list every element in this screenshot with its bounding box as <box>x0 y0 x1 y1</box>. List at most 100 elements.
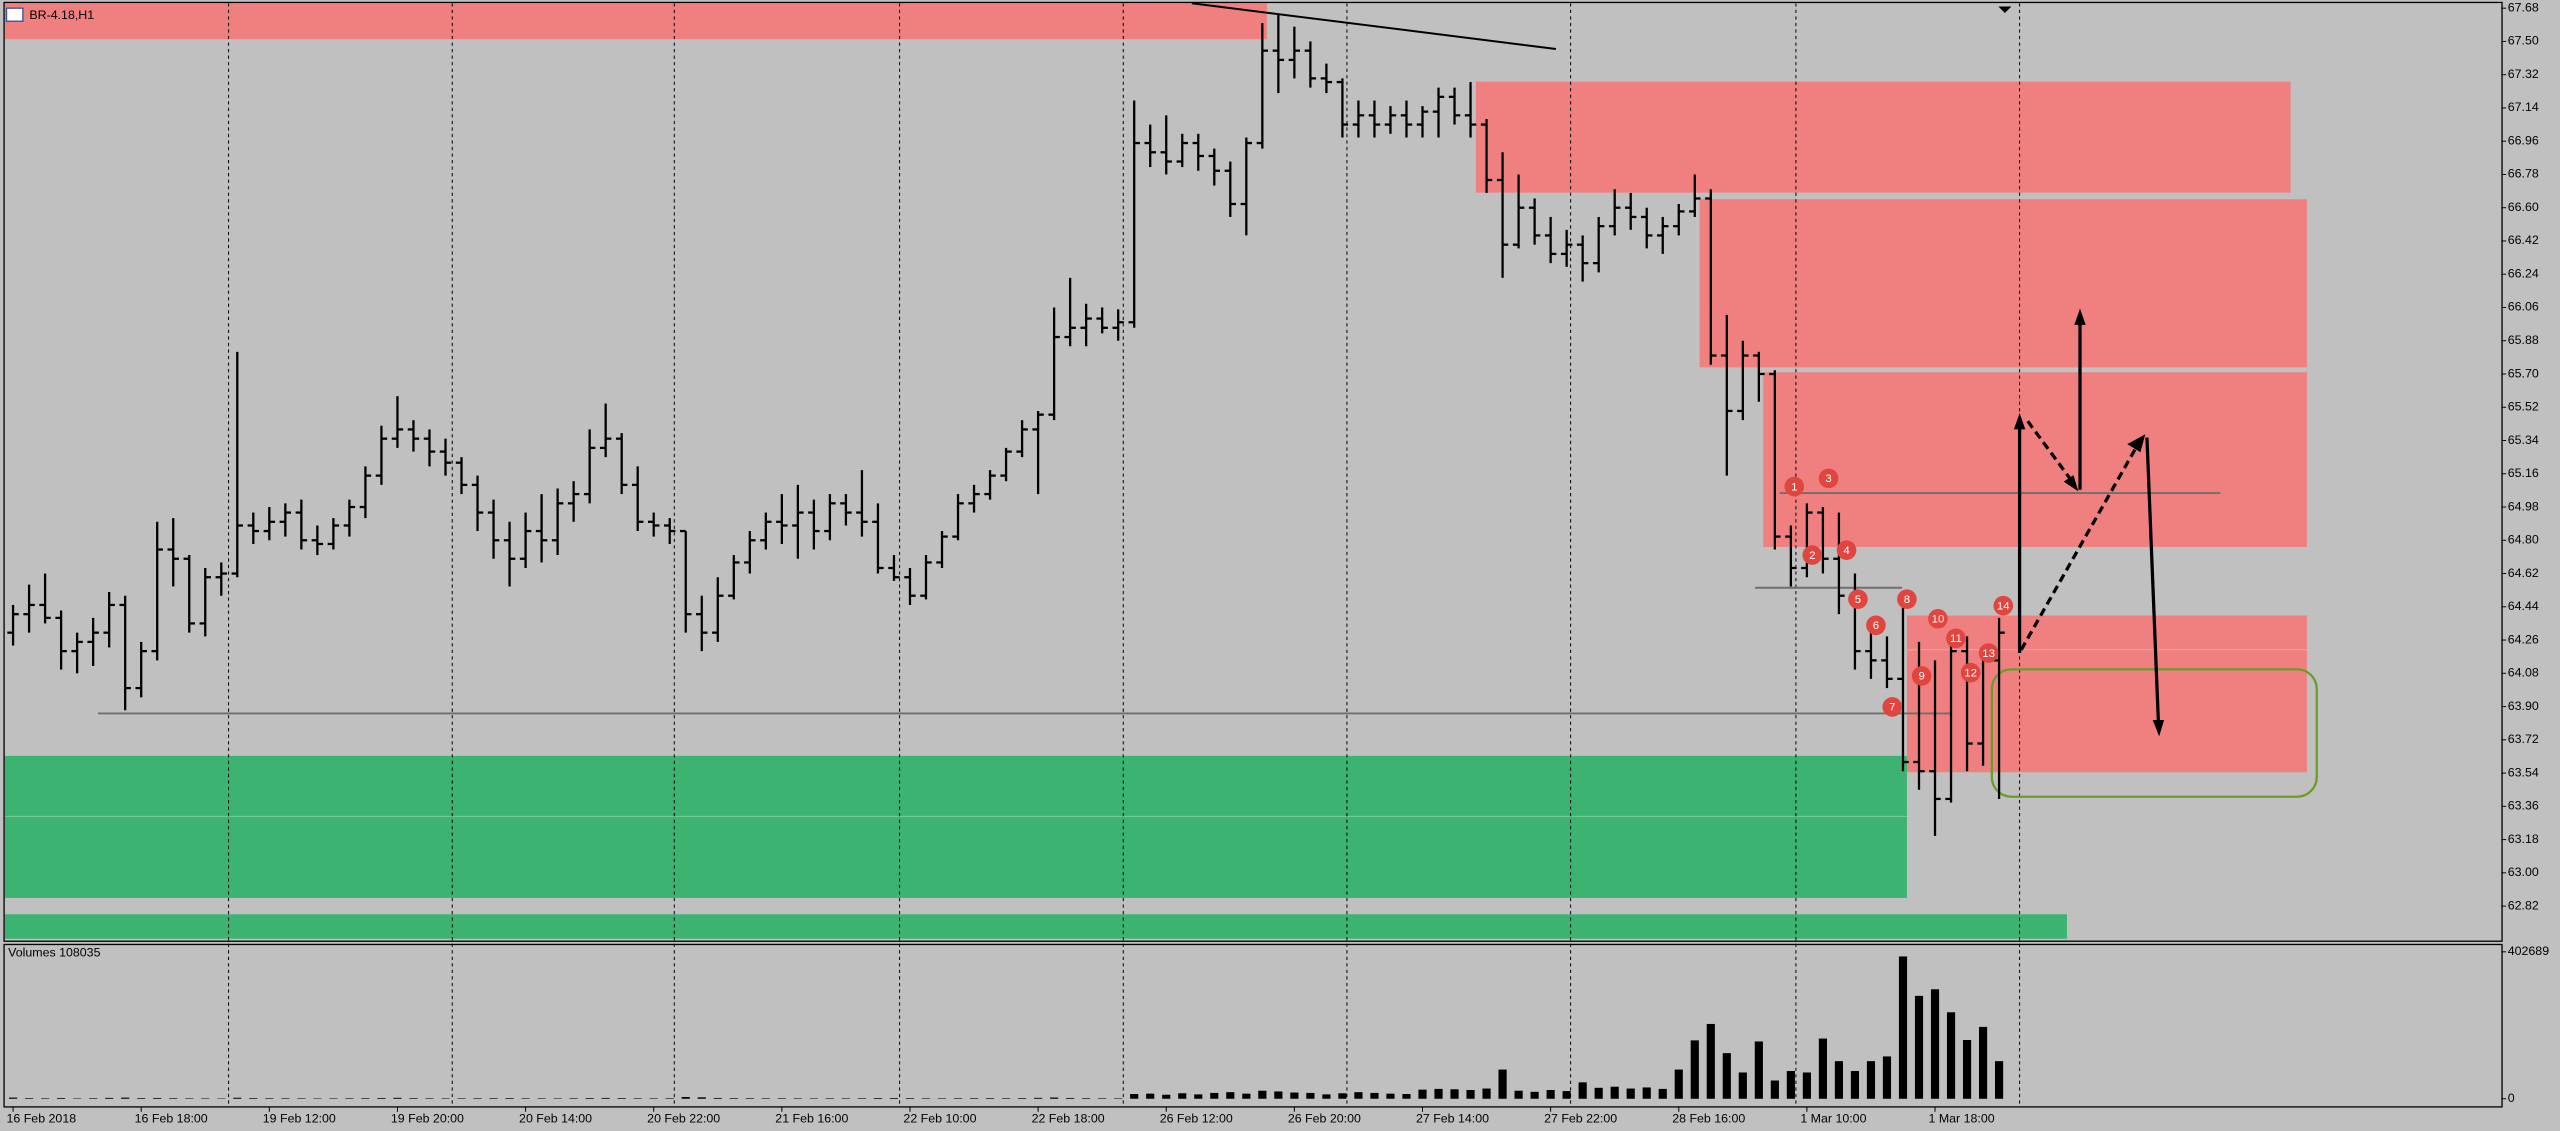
symbol: BR-4.18,H1 <box>29 8 94 22</box>
supply-zone <box>4 3 1267 40</box>
x-tick-label: 22 Feb 10:00 <box>903 1111 976 1125</box>
volume-bar <box>1482 1088 1491 1099</box>
x-tick-label: 20 Feb 22:00 <box>647 1111 720 1125</box>
marker-label: 11 <box>1950 633 1962 645</box>
demand-zone <box>4 914 2067 939</box>
x-tick-label: 21 Feb 16:00 <box>775 1111 848 1125</box>
volume-bar <box>857 1098 867 1099</box>
marker <box>1946 628 1966 649</box>
y-tick-label: 67.14 <box>2508 100 2539 114</box>
marker <box>1928 608 1948 629</box>
volume-bar <box>1802 1072 1811 1099</box>
volume-bar <box>24 1098 34 1099</box>
volume-bar <box>1210 1092 1219 1099</box>
marker-label: 5 <box>1855 594 1861 606</box>
volume-bar <box>1738 1072 1747 1099</box>
volume-bar <box>409 1098 418 1099</box>
volume-bar <box>137 1098 146 1099</box>
supply-zone <box>1699 199 2307 368</box>
volume-bar <box>1354 1092 1363 1099</box>
volume-bar <box>761 1098 770 1099</box>
volume-tick-label: 0 <box>2508 1091 2515 1105</box>
volume-bar <box>1018 1098 1027 1099</box>
marker-label: 10 <box>1932 614 1945 626</box>
volume-bar <box>1995 1061 2004 1099</box>
volume-bar <box>57 1097 66 1099</box>
volume-bar <box>425 1098 434 1099</box>
volume-bar <box>585 1098 594 1099</box>
x-tick-label: 22 Feb 18:00 <box>1032 1111 1105 1125</box>
volume-bar <box>297 1098 306 1099</box>
volume-bar <box>1322 1094 1331 1099</box>
x-tick-label: 16 Feb 18:00 <box>135 1111 208 1125</box>
volume-bar <box>1001 1098 1011 1099</box>
volume-bar <box>1066 1097 1075 1099</box>
volume-bar <box>1130 1094 1139 1099</box>
volume-bar <box>1450 1089 1459 1099</box>
volume-bar <box>105 1097 114 1099</box>
volume-bar <box>1690 1040 1699 1099</box>
volume-bar <box>633 1098 642 1099</box>
y-tick-label: 66.60 <box>2508 200 2539 214</box>
y-tick-label: 67.32 <box>2508 67 2539 81</box>
volume-bar <box>1146 1093 1155 1099</box>
volume-bar <box>281 1098 290 1099</box>
y-tick-label: 66.06 <box>2508 300 2539 314</box>
y-tick-label: 66.24 <box>2508 267 2539 281</box>
volume-bar <box>1242 1093 1251 1099</box>
volume-bar <box>601 1097 610 1099</box>
marker <box>1784 476 1805 497</box>
volume-bar <box>1882 1056 1892 1099</box>
volume-bar <box>1978 1026 1988 1099</box>
volume-bar <box>617 1098 626 1099</box>
marker-label: 4 <box>1843 545 1850 557</box>
volume-bar <box>1930 989 1940 1099</box>
volume-bar <box>793 1098 802 1099</box>
y-tick-label: 63.36 <box>2508 799 2539 813</box>
y-tick-label: 64.44 <box>2508 599 2539 613</box>
marker-label: 14 <box>1997 601 2010 613</box>
volume-bar <box>649 1098 658 1099</box>
marker-label: 12 <box>1964 667 1977 679</box>
volume-tick-label: 402689 <box>2508 944 2549 958</box>
y-tick-label: 64.98 <box>2508 499 2539 513</box>
volume-bar <box>1226 1092 1235 1099</box>
volume-bar <box>985 1098 995 1099</box>
marker <box>1960 662 1981 683</box>
volume-bar <box>1434 1088 1443 1099</box>
volume-bar <box>1946 1012 1956 1099</box>
volume-bar <box>1834 1061 1844 1099</box>
volume-bar <box>1642 1087 1651 1099</box>
y-tick-label: 64.26 <box>2508 632 2539 646</box>
y-tick-label: 62.82 <box>2508 898 2539 912</box>
volume-bar <box>1418 1089 1427 1099</box>
volume-bar <box>1626 1088 1635 1099</box>
volume-bar <box>1498 1069 1507 1099</box>
volume-bar <box>1818 1038 1827 1099</box>
volume-bar <box>729 1098 738 1099</box>
symbol-icon <box>5 7 24 22</box>
marker-label: 8 <box>1904 594 1910 606</box>
x-tick-label: 1 Mar 10:00 <box>1800 1111 1866 1125</box>
volume-bar <box>361 1098 370 1099</box>
volume-bar <box>1562 1091 1571 1099</box>
y-tick-label: 65.34 <box>2508 433 2539 447</box>
volume-bar <box>665 1098 674 1099</box>
volume-bar <box>937 1098 947 1099</box>
marker <box>1848 589 1868 609</box>
volume-bar <box>89 1098 98 1099</box>
volume-bar <box>713 1097 722 1099</box>
volume-bar <box>841 1098 850 1099</box>
volume-bar <box>1514 1090 1523 1099</box>
marker <box>1911 666 1932 686</box>
volume-bar <box>889 1097 899 1099</box>
volume-bar <box>969 1098 979 1099</box>
volume-bar <box>505 1098 514 1099</box>
volume-bar <box>1962 1040 1972 1099</box>
volume-bar <box>1402 1094 1411 1099</box>
volume-bar <box>1674 1069 1683 1099</box>
marker <box>1818 468 1839 489</box>
x-tick-label: 19 Feb 20:00 <box>391 1111 464 1125</box>
